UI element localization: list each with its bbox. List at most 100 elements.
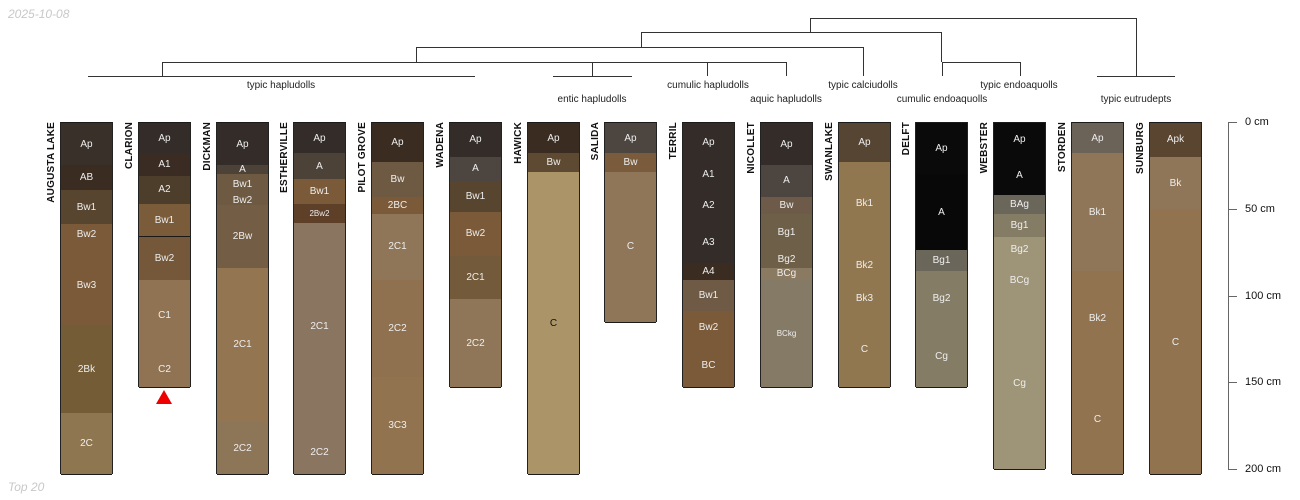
horizon: C2 (139, 351, 190, 389)
horizon: Ap (450, 122, 501, 158)
taxon-label: typic endoaquolls (980, 80, 1058, 91)
soil-profile-column: Ap Bw C (527, 122, 580, 476)
horizon: Bk (1150, 156, 1201, 212)
dendrogram-branch (162, 62, 786, 63)
date-watermark: 2025-10-08 (8, 7, 70, 21)
horizon: Bw (528, 153, 579, 174)
truncation-marker-icon (156, 390, 172, 405)
horizon: 2C2 (372, 279, 423, 379)
depth-tick-label: 50 cm (1245, 202, 1275, 215)
depth-tick-label: 200 cm (1245, 463, 1282, 475)
dendrogram-branch (1020, 62, 1021, 76)
dendrogram-branch (162, 62, 163, 76)
profile-name: DELFT (901, 122, 912, 156)
horizon: C (1150, 210, 1201, 476)
horizon: Cg (916, 324, 967, 389)
horizon: Ap (217, 122, 268, 167)
horizon: Ap (139, 122, 190, 155)
profile-name: ESTHERVILLE (279, 122, 290, 193)
soil-profile-column: Ap Bk1 Bk2 C (1071, 122, 1124, 476)
dendrogram-branch (942, 62, 1020, 63)
horizon: Bw (605, 153, 656, 174)
soil-profile-column: Ap A1 A2 Bw1 Bw2 C1 C2 (138, 122, 191, 389)
profile-name: SUNBURG (1135, 122, 1146, 174)
dendrogram-branch (553, 76, 632, 77)
horizon: BAg (994, 194, 1045, 215)
dendrogram-branch (641, 32, 642, 47)
horizon: 2C2 (294, 430, 345, 476)
profile-name: AUGUSTA LAKE (46, 122, 57, 203)
depth-tick (1228, 122, 1237, 123)
profile-name: WADENA (435, 122, 446, 168)
horizon: 2Bw (217, 205, 268, 269)
horizon: Ap (528, 122, 579, 155)
horizon: Bw2 (450, 212, 501, 257)
horizon: Bw1 (217, 174, 268, 196)
horizon: 2Bk (61, 324, 112, 415)
horizon: A (450, 156, 501, 182)
dendrogram-branch (1097, 76, 1175, 77)
horizon: 2C1 (294, 222, 345, 432)
depth-tick (1228, 208, 1237, 210)
taxon-label: typic calciudolls (828, 80, 898, 91)
taxon-label: typic eutrudepts (1100, 94, 1172, 105)
horizon: A4 (683, 262, 734, 281)
horizon: BCg (994, 262, 1045, 300)
horizon: Bw1 (61, 189, 112, 226)
dendrogram-branch (941, 32, 942, 62)
soil-profile-column: Ap Bw C (604, 122, 657, 323)
depth-tick (1228, 295, 1237, 297)
horizon: 2BC (372, 196, 423, 215)
horizon: 2C1 (217, 267, 268, 424)
horizon: Bg1 (916, 250, 967, 273)
horizon: Bw1 (450, 180, 501, 214)
depth-tick (1228, 382, 1237, 384)
profile-name: NICOLLET (746, 122, 757, 174)
soil-profile-column: Ap A Bw Bg1 Bg2 BCg BCkg (760, 122, 813, 389)
soil-profile-column: Ap Bw 2BC 2C1 2C2 3C3 (371, 122, 424, 476)
horizon: A2 (139, 175, 190, 205)
dendrogram-branch (810, 18, 1136, 19)
horizon: Ap (761, 122, 812, 167)
horizon: C (528, 172, 579, 476)
taxon-label: cumulic endoaquolls (896, 94, 988, 105)
soil-profile-column: Ap A1 A2 A3 A4 Bw1 Bw2 BC (682, 122, 735, 389)
profile-name: DICKMAN (202, 122, 213, 171)
horizon: BC (683, 344, 734, 389)
taxon-label: entic hapludolls (557, 94, 627, 105)
dendrogram-branch (641, 32, 941, 33)
horizon: C (839, 311, 890, 389)
horizon: Ap (1072, 122, 1123, 155)
soil-profile-column: Ap A Bw1 Bw2 2C1 2C2 (449, 122, 502, 389)
soil-profile-column: Apk Bk C (1149, 122, 1202, 476)
horizon: Bg2 (761, 250, 812, 269)
horizon: Bw2 (139, 236, 190, 281)
soil-profile-column: Ap A Bw1 Bw2 2Bw 2C1 2C2 (216, 122, 269, 476)
soil-profile-column: Ap A BAg Bg1 Bg2 BCg Cg (993, 122, 1046, 470)
horizon: Ap (839, 122, 890, 163)
dendrogram-branch (942, 62, 943, 76)
horizon: Ap (683, 122, 734, 163)
horizon: Ap (294, 122, 345, 155)
horizon: 2C2 (450, 298, 501, 389)
profile-name: PILOT GROVE (357, 122, 368, 193)
profile-name: HAWICK (513, 122, 524, 164)
horizon: Bg2 (916, 271, 967, 326)
taxon-label: aquic hapludolls (750, 94, 822, 105)
horizon: Ap (994, 122, 1045, 158)
horizon: Bw (372, 161, 423, 198)
horizon: Bw1 (683, 279, 734, 313)
taxon-label: typic hapludolls (246, 80, 316, 91)
dendrogram-branch (416, 47, 417, 62)
horizon: Bg1 (994, 213, 1045, 238)
horizon: Ap (916, 122, 967, 176)
soil-profile-column: Ap Bk1 Bk2 Bk3 C (838, 122, 891, 389)
horizon: A (994, 156, 1045, 196)
depth-tick-label: 150 cm (1245, 376, 1282, 389)
horizon: Cg (994, 298, 1045, 470)
depth-tick (1228, 469, 1237, 470)
horizon: 2C1 (372, 213, 423, 281)
horizon: A (761, 165, 812, 198)
dendrogram-branch (88, 76, 475, 77)
